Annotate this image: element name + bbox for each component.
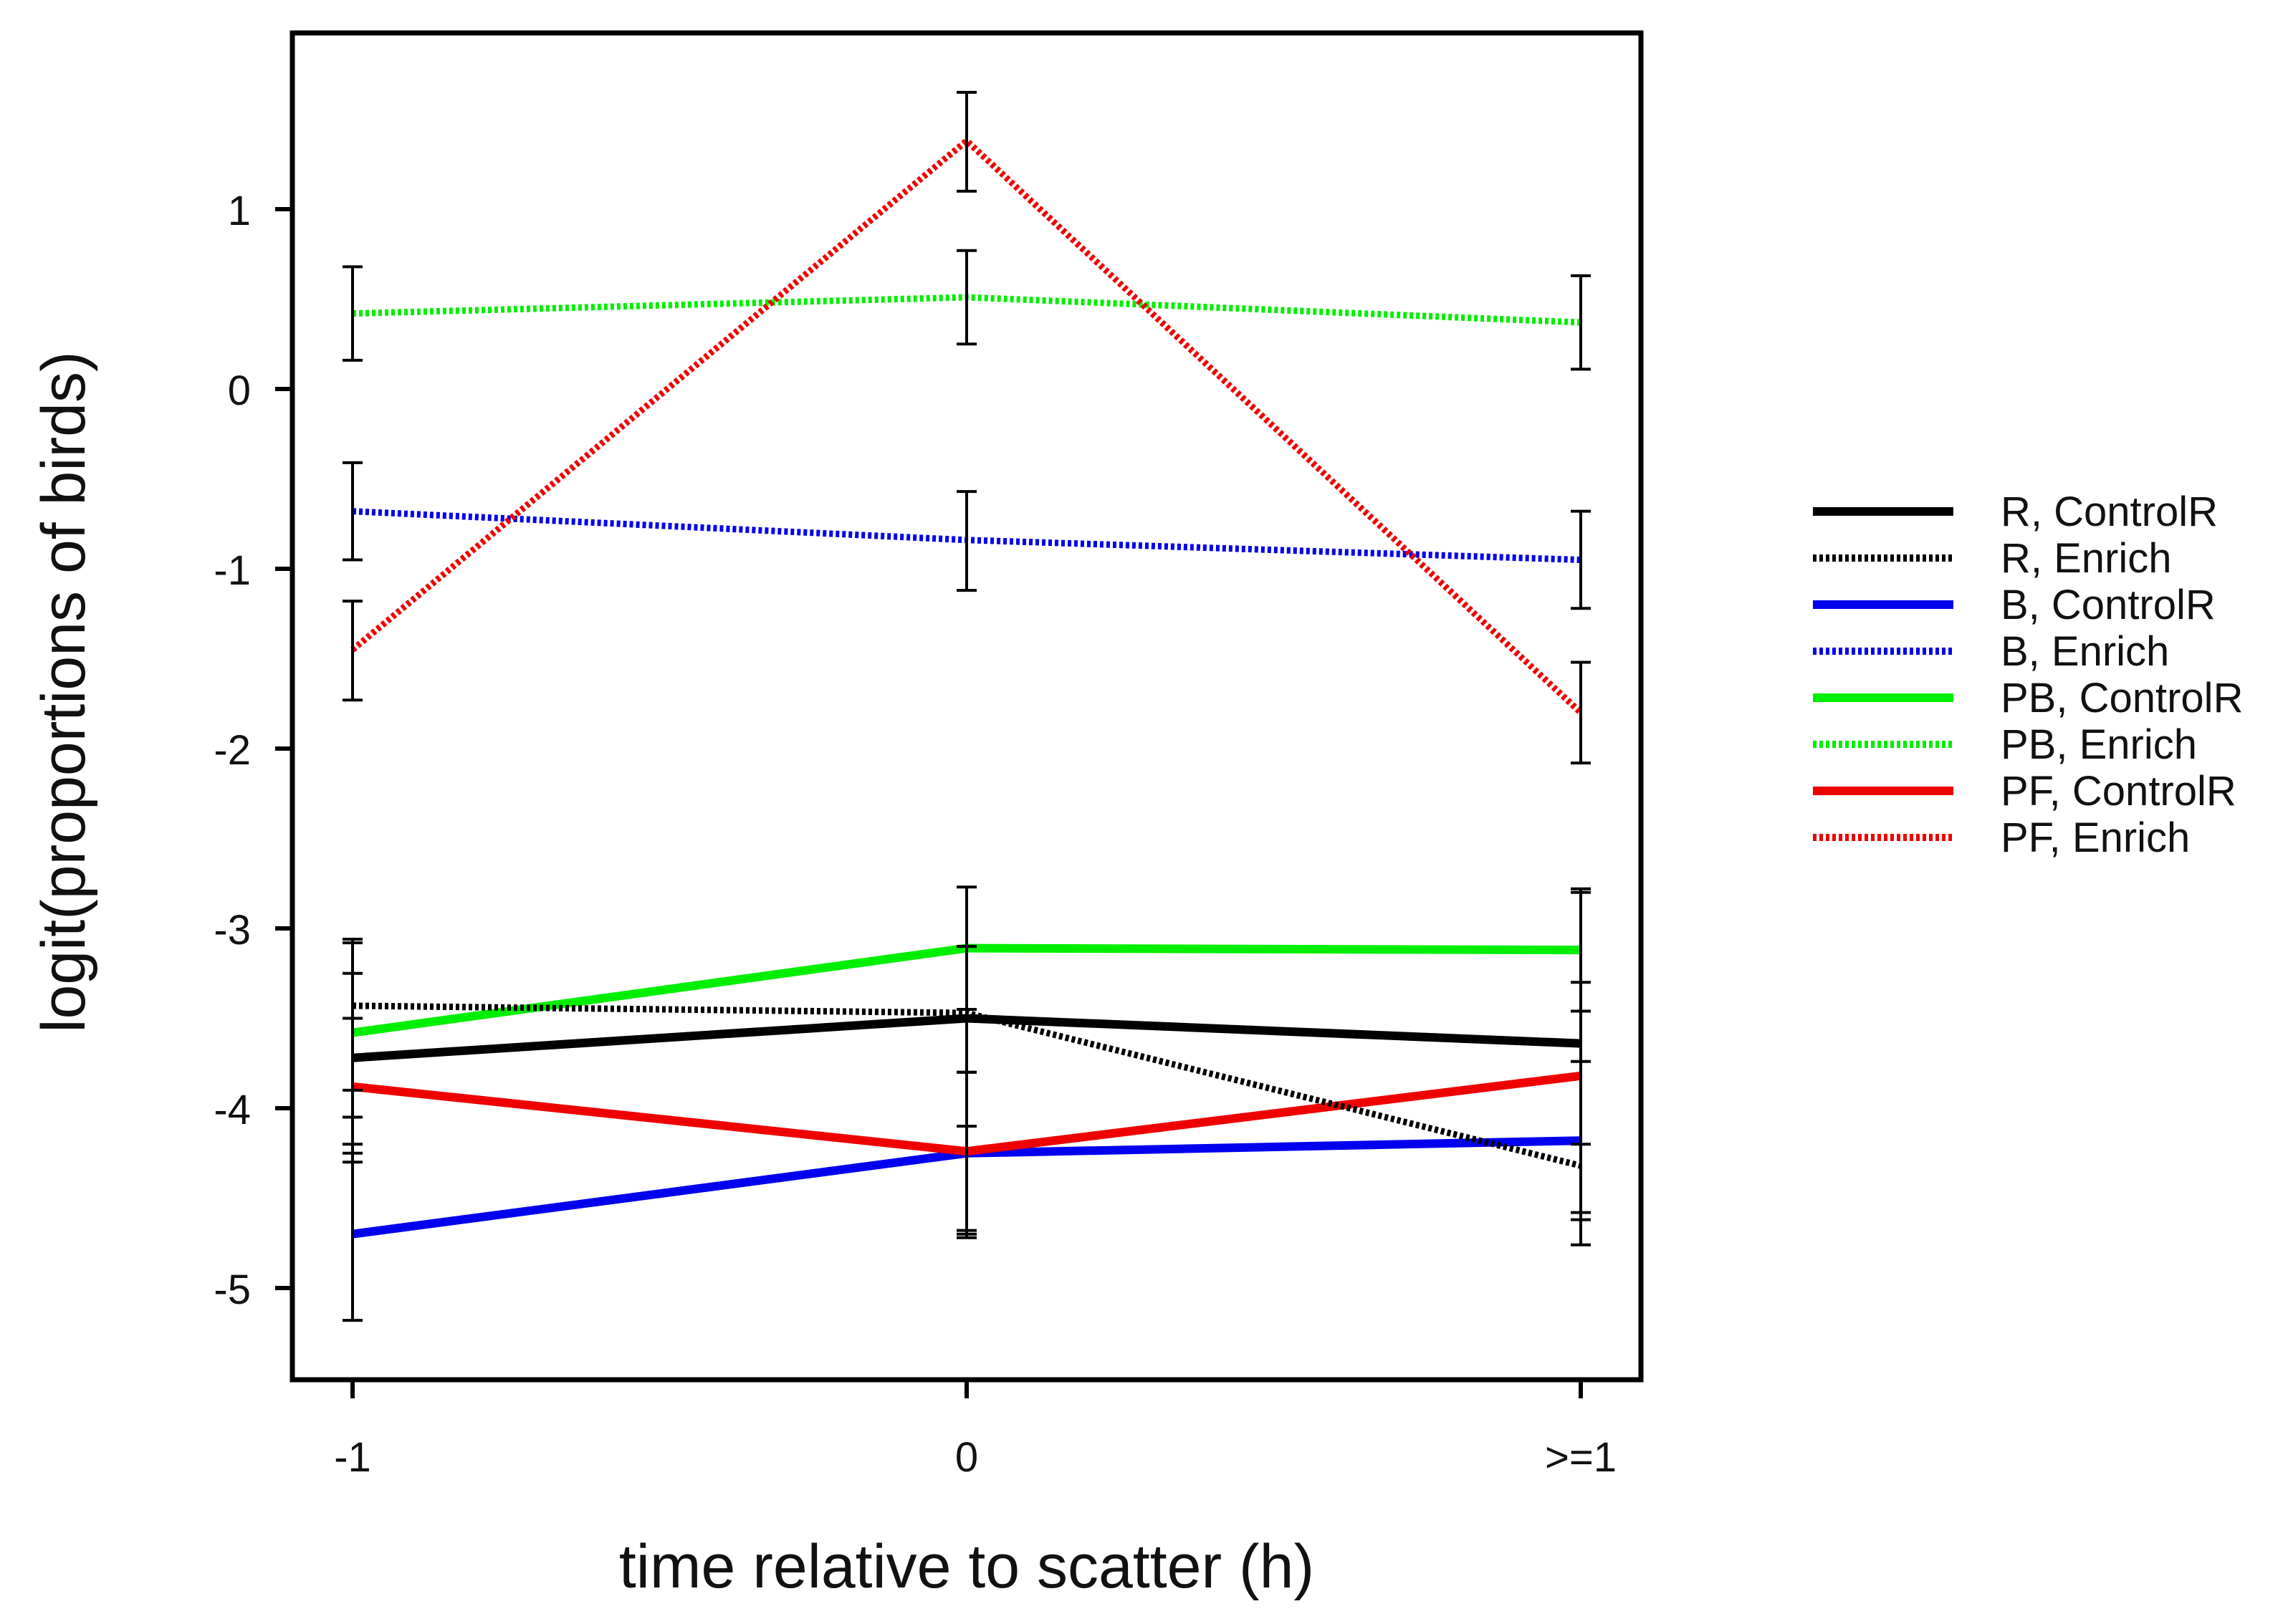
y-tick-label: -1 — [214, 547, 251, 594]
legend-label: PB, ControlR — [2001, 675, 2243, 721]
error-bar — [343, 265, 363, 362]
y-tick-label: 0 — [228, 367, 251, 414]
error-bar — [957, 249, 977, 346]
error-bar — [957, 1070, 977, 1232]
x-axis-label: time relative to scatter (h) — [619, 1532, 1314, 1601]
y-tick-label: -3 — [214, 907, 251, 953]
legend-label: PB, Enrich — [2001, 721, 2197, 768]
error-bar — [1571, 1009, 1591, 1146]
y-axis: 1 0 -1 -2 -3 -4 -5 — [214, 188, 292, 1313]
error-bars — [343, 90, 1591, 1322]
y-axis-label: logit(proportions of birds) — [29, 351, 98, 1032]
error-bar — [957, 490, 977, 592]
y-tick-label: -5 — [214, 1267, 251, 1313]
error-bar — [343, 600, 363, 702]
y-tick-label: 1 — [228, 188, 251, 234]
legend-label: PF, Enrich — [2001, 815, 2190, 861]
error-bar — [957, 885, 977, 1011]
legend-label: B, Enrich — [2001, 628, 2169, 675]
x-tick-label: >=1 — [1545, 1434, 1617, 1481]
y-tick-label: -4 — [214, 1087, 251, 1133]
x-tick-label: 0 — [955, 1434, 978, 1481]
legend-label: R, ControlR — [2001, 489, 2218, 535]
legend-label: PF, ControlR — [2001, 768, 2236, 815]
series-line-pf-enrich — [350, 138, 1584, 716]
legend-label: R, Enrich — [2001, 535, 2172, 582]
x-axis: -1 0 >=1 — [334, 1380, 1617, 1481]
legend-label: B, ControlR — [2001, 582, 2216, 628]
error-bar — [1571, 509, 1591, 610]
error-bar — [1571, 274, 1591, 371]
x-tick-label: -1 — [334, 1434, 371, 1481]
y-tick-label: -2 — [214, 727, 251, 774]
error-bar — [343, 461, 363, 562]
error-bar — [1571, 660, 1591, 765]
error-bar — [957, 90, 977, 193]
error-bar — [343, 1017, 363, 1155]
